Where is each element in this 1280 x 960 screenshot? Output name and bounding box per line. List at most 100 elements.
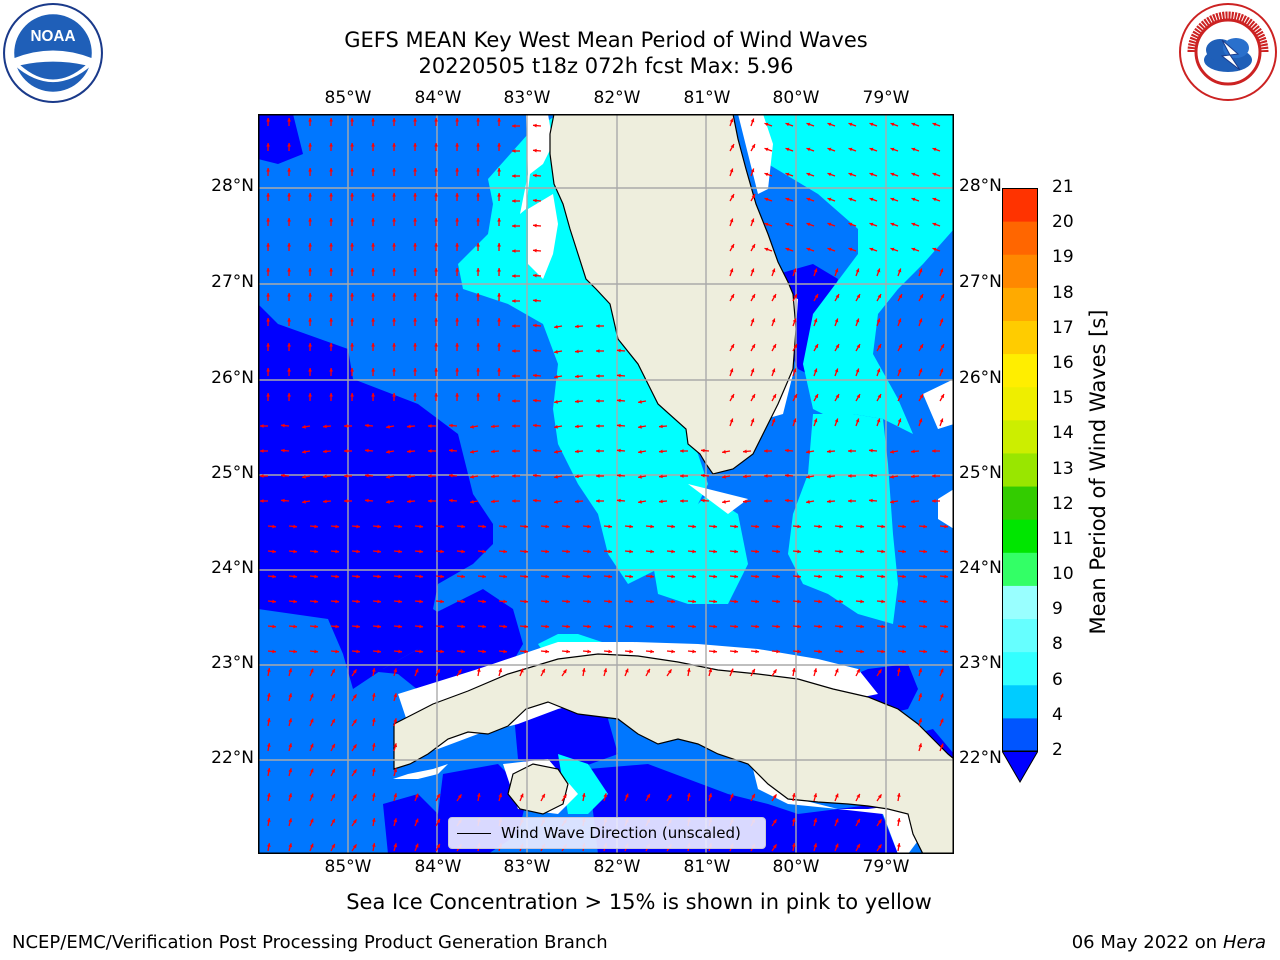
wave-direction-arrowhead xyxy=(398,549,402,554)
wave-direction-arrowhead xyxy=(729,218,734,223)
wave-direction-arrowhead xyxy=(918,693,923,698)
wave-direction-arrowhead xyxy=(608,574,612,579)
wave-direction-arrowhead xyxy=(498,668,503,673)
wave-direction-arrowhead xyxy=(335,599,339,604)
wave-direction-arrowhead xyxy=(434,168,438,172)
wave-direction-arrowhead xyxy=(482,549,486,554)
lon-tick-top: 80°W xyxy=(772,88,820,108)
wave-direction-arrowhead xyxy=(371,368,375,372)
colorbar-band xyxy=(1002,221,1038,255)
wave-direction-arrowhead xyxy=(371,743,376,747)
wave-direction-arrowhead xyxy=(554,424,558,429)
wave-direction-arrowhead xyxy=(365,448,369,453)
wave-direction-arrowhead xyxy=(806,147,811,152)
wave-direction-arrowhead xyxy=(835,344,839,349)
wave-direction-arrowhead xyxy=(449,448,453,453)
wave-direction-arrowhead xyxy=(455,168,459,172)
nws-logo xyxy=(1179,3,1277,101)
wave-direction-arrowhead xyxy=(392,368,396,372)
wave-direction-arrowhead xyxy=(461,649,465,654)
wave-direction-arrowhead xyxy=(434,143,438,147)
wave-direction-arrowhead xyxy=(461,599,465,604)
wave-direction-arrowhead xyxy=(308,318,312,322)
wave-direction-arrowhead xyxy=(876,318,881,323)
wave-direction-arrowhead xyxy=(876,418,881,423)
colorbar-band xyxy=(1002,519,1038,553)
wave-direction-arrowhead xyxy=(503,524,507,529)
wave-direction-arrowhead xyxy=(314,574,318,579)
wave-direction-arrowhead xyxy=(407,449,411,454)
wave-direction-arrowhead xyxy=(497,143,501,147)
wave-direction-arrowhead xyxy=(436,793,440,798)
wave-direction-arrowhead xyxy=(944,649,948,654)
colorbar-border xyxy=(1002,188,1038,752)
wave-direction-arrowhead xyxy=(566,524,570,529)
wave-direction-arrowhead xyxy=(890,247,895,252)
wave-direction-arrowhead xyxy=(503,649,507,654)
wave-direction-arrowhead xyxy=(911,222,916,227)
isle-of-youth xyxy=(507,763,569,815)
wave-direction-arrowhead xyxy=(407,474,411,479)
wave-direction-arrowhead xyxy=(308,168,312,172)
wave-direction-arrowhead xyxy=(797,574,801,579)
wave-direction-arrowhead xyxy=(856,793,860,798)
wave-direction-arrowhead xyxy=(541,793,545,798)
wave-direction-arrowhead xyxy=(377,524,381,529)
wave-direction-arrowhead xyxy=(944,549,948,554)
wave-direction-arrowhead xyxy=(713,649,717,654)
wave-direction-arrowhead xyxy=(911,147,916,152)
wave-direction-arrowhead xyxy=(755,524,759,529)
wave-direction-arrowhead xyxy=(855,418,860,423)
wave-direction-arrowhead xyxy=(856,344,860,349)
wave-direction-arrowhead xyxy=(713,624,717,629)
wave-direction-arrowhead xyxy=(860,574,864,579)
wave-direction-arrowhead xyxy=(587,624,591,629)
wave-direction-arrowhead xyxy=(476,668,481,672)
wave-direction-arrowhead xyxy=(309,843,314,848)
wave-direction-arrowhead xyxy=(512,474,516,478)
colorbar-tick-label: 21 xyxy=(1052,177,1074,197)
wave-direction-arrowhead xyxy=(751,668,755,673)
wave-direction-arrowhead xyxy=(608,649,612,654)
colorbar-tick-label: 2 xyxy=(1052,740,1063,760)
wave-direction-arrowhead xyxy=(818,599,822,604)
wave-direction-arrowhead xyxy=(671,524,675,529)
wave-direction-arrowhead xyxy=(352,844,357,849)
wave-direction-arrowhead xyxy=(377,574,381,579)
wave-direction-arrowhead xyxy=(919,294,923,299)
colorbar xyxy=(1002,188,1038,783)
wave-direction-arrowhead xyxy=(566,624,570,629)
wave-direction-arrowhead xyxy=(533,473,537,478)
lat-tick-right: 28°N xyxy=(959,176,1002,196)
wave-direction-arrowhead xyxy=(897,368,902,373)
wave-direction-arrowhead xyxy=(308,343,312,347)
wave-direction-arrowhead xyxy=(512,174,516,178)
wave-direction-arrowhead xyxy=(386,499,390,504)
wave-direction-arrowhead xyxy=(876,368,881,373)
wave-direction-arrowhead xyxy=(533,173,537,178)
wave-direction-arrowhead xyxy=(476,793,481,797)
footer-machine: Hera xyxy=(1222,932,1266,953)
colorbar-tick-label: 14 xyxy=(1052,423,1074,444)
wave-direction-arrowhead xyxy=(434,293,438,297)
wave-direction-arrowhead xyxy=(671,624,675,629)
wave-direction-arrowhead xyxy=(764,122,769,127)
wave-direction-arrowhead xyxy=(392,218,396,222)
wave-direction-arrowhead xyxy=(519,668,524,673)
wave-direction-arrowhead xyxy=(497,368,501,372)
wave-direction-arrowhead xyxy=(776,574,780,579)
wave-direction-arrowhead xyxy=(476,268,480,272)
wave-direction-arrowhead xyxy=(734,574,738,579)
wave-direction-arrowhead xyxy=(940,394,944,399)
wave-direction-arrowhead xyxy=(524,574,528,579)
wave-direction-arrowhead xyxy=(897,268,902,273)
wave-direction-arrowhead xyxy=(575,499,579,504)
wave-direction-arrowhead xyxy=(308,368,312,372)
wave-direction-arrowhead xyxy=(734,549,738,554)
wave-direction-arrowhead xyxy=(918,418,923,423)
wave-direction-arrowhead xyxy=(667,669,672,674)
wave-direction-arrowhead xyxy=(288,668,293,673)
wave-direction-arrowhead xyxy=(344,499,348,503)
wave-direction-arrowhead xyxy=(771,318,776,323)
wave-direction-arrowhead xyxy=(608,549,612,554)
